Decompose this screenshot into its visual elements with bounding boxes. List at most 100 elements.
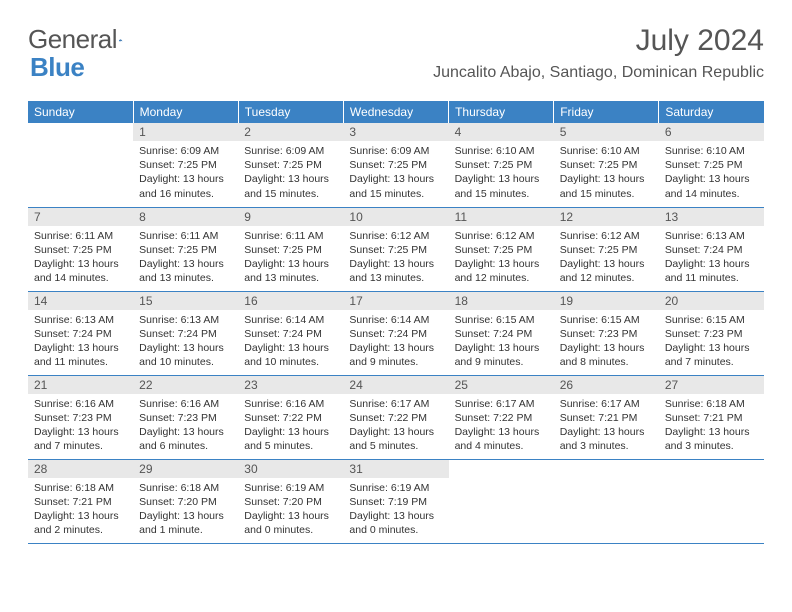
day-content: Sunrise: 6:10 AMSunset: 7:25 PMDaylight:… (554, 141, 659, 205)
calendar-cell: 18Sunrise: 6:15 AMSunset: 7:24 PMDayligh… (449, 291, 554, 375)
day-content: Sunrise: 6:17 AMSunset: 7:21 PMDaylight:… (554, 394, 659, 458)
day-content: Sunrise: 6:10 AMSunset: 7:25 PMDaylight:… (449, 141, 554, 205)
calendar-cell: 29Sunrise: 6:18 AMSunset: 7:20 PMDayligh… (133, 459, 238, 543)
calendar-cell: 24Sunrise: 6:17 AMSunset: 7:22 PMDayligh… (343, 375, 448, 459)
calendar-cell: 31Sunrise: 6:19 AMSunset: 7:19 PMDayligh… (343, 459, 448, 543)
calendar-cell (554, 459, 659, 543)
calendar-cell: 8Sunrise: 6:11 AMSunset: 7:25 PMDaylight… (133, 207, 238, 291)
calendar-cell: 5Sunrise: 6:10 AMSunset: 7:25 PMDaylight… (554, 123, 659, 207)
day-number: 7 (28, 208, 133, 226)
day-content: Sunrise: 6:13 AMSunset: 7:24 PMDaylight:… (659, 226, 764, 290)
day-number: 11 (449, 208, 554, 226)
day-number: 9 (238, 208, 343, 226)
day-number: 31 (343, 460, 448, 478)
day-number: 19 (554, 292, 659, 310)
calendar-cell: 25Sunrise: 6:17 AMSunset: 7:22 PMDayligh… (449, 375, 554, 459)
day-number: 21 (28, 376, 133, 394)
day-number: 13 (659, 208, 764, 226)
calendar-cell (449, 459, 554, 543)
day-content: Sunrise: 6:19 AMSunset: 7:19 PMDaylight:… (343, 478, 448, 542)
day-number: 17 (343, 292, 448, 310)
day-content: Sunrise: 6:16 AMSunset: 7:23 PMDaylight:… (28, 394, 133, 458)
day-content: Sunrise: 6:14 AMSunset: 7:24 PMDaylight:… (343, 310, 448, 374)
day-number: 28 (28, 460, 133, 478)
calendar-cell: 10Sunrise: 6:12 AMSunset: 7:25 PMDayligh… (343, 207, 448, 291)
calendar-cell: 2Sunrise: 6:09 AMSunset: 7:25 PMDaylight… (238, 123, 343, 207)
weekday-header: Monday (133, 101, 238, 123)
day-content: Sunrise: 6:18 AMSunset: 7:21 PMDaylight:… (28, 478, 133, 542)
day-content: Sunrise: 6:15 AMSunset: 7:23 PMDaylight:… (554, 310, 659, 374)
day-number: 4 (449, 123, 554, 141)
day-content: Sunrise: 6:16 AMSunset: 7:23 PMDaylight:… (133, 394, 238, 458)
day-number: 22 (133, 376, 238, 394)
calendar-cell: 19Sunrise: 6:15 AMSunset: 7:23 PMDayligh… (554, 291, 659, 375)
logo-text-1: General (28, 24, 117, 55)
weekday-header: Friday (554, 101, 659, 123)
day-content: Sunrise: 6:18 AMSunset: 7:21 PMDaylight:… (659, 394, 764, 458)
calendar-cell: 12Sunrise: 6:12 AMSunset: 7:25 PMDayligh… (554, 207, 659, 291)
day-number: 23 (238, 376, 343, 394)
calendar-row: 21Sunrise: 6:16 AMSunset: 7:23 PMDayligh… (28, 375, 764, 459)
calendar-body: 1Sunrise: 6:09 AMSunset: 7:25 PMDaylight… (28, 123, 764, 543)
day-content: Sunrise: 6:12 AMSunset: 7:25 PMDaylight:… (449, 226, 554, 290)
title-block: July 2024 Juncalito Abajo, Santiago, Dom… (433, 24, 764, 86)
day-content: Sunrise: 6:17 AMSunset: 7:22 PMDaylight:… (449, 394, 554, 458)
day-content: Sunrise: 6:18 AMSunset: 7:20 PMDaylight:… (133, 478, 238, 542)
day-number: 12 (554, 208, 659, 226)
day-number: 29 (133, 460, 238, 478)
calendar-cell: 26Sunrise: 6:17 AMSunset: 7:21 PMDayligh… (554, 375, 659, 459)
weekday-header: Thursday (449, 101, 554, 123)
calendar-cell: 6Sunrise: 6:10 AMSunset: 7:25 PMDaylight… (659, 123, 764, 207)
day-content: Sunrise: 6:15 AMSunset: 7:24 PMDaylight:… (449, 310, 554, 374)
day-number: 14 (28, 292, 133, 310)
day-number: 26 (554, 376, 659, 394)
calendar-cell: 30Sunrise: 6:19 AMSunset: 7:20 PMDayligh… (238, 459, 343, 543)
calendar-row: 7Sunrise: 6:11 AMSunset: 7:25 PMDaylight… (28, 207, 764, 291)
calendar-cell: 9Sunrise: 6:11 AMSunset: 7:25 PMDaylight… (238, 207, 343, 291)
weekday-header: Tuesday (238, 101, 343, 123)
weekday-header: Sunday (28, 101, 133, 123)
day-content: Sunrise: 6:10 AMSunset: 7:25 PMDaylight:… (659, 141, 764, 205)
location: Juncalito Abajo, Santiago, Dominican Rep… (433, 64, 764, 82)
calendar-row: 28Sunrise: 6:18 AMSunset: 7:21 PMDayligh… (28, 459, 764, 543)
calendar-cell: 16Sunrise: 6:14 AMSunset: 7:24 PMDayligh… (238, 291, 343, 375)
calendar-cell (659, 459, 764, 543)
day-number: 15 (133, 292, 238, 310)
day-number: 16 (238, 292, 343, 310)
logo: General (28, 24, 143, 55)
day-content: Sunrise: 6:12 AMSunset: 7:25 PMDaylight:… (554, 226, 659, 290)
day-content: Sunrise: 6:11 AMSunset: 7:25 PMDaylight:… (28, 226, 133, 290)
calendar-cell: 20Sunrise: 6:15 AMSunset: 7:23 PMDayligh… (659, 291, 764, 375)
day-content: Sunrise: 6:13 AMSunset: 7:24 PMDaylight:… (28, 310, 133, 374)
day-content: Sunrise: 6:13 AMSunset: 7:24 PMDaylight:… (133, 310, 238, 374)
day-number: 8 (133, 208, 238, 226)
calendar-cell: 22Sunrise: 6:16 AMSunset: 7:23 PMDayligh… (133, 375, 238, 459)
day-number: 2 (238, 123, 343, 141)
calendar-cell: 3Sunrise: 6:09 AMSunset: 7:25 PMDaylight… (343, 123, 448, 207)
day-number: 5 (554, 123, 659, 141)
day-content: Sunrise: 6:11 AMSunset: 7:25 PMDaylight:… (238, 226, 343, 290)
calendar-cell: 7Sunrise: 6:11 AMSunset: 7:25 PMDaylight… (28, 207, 133, 291)
calendar-table: SundayMondayTuesdayWednesdayThursdayFrid… (28, 101, 764, 544)
month-title: July 2024 (433, 24, 764, 58)
calendar-cell: 11Sunrise: 6:12 AMSunset: 7:25 PMDayligh… (449, 207, 554, 291)
logo-text-2: Blue (30, 52, 84, 83)
calendar-cell: 13Sunrise: 6:13 AMSunset: 7:24 PMDayligh… (659, 207, 764, 291)
day-content: Sunrise: 6:19 AMSunset: 7:20 PMDaylight:… (238, 478, 343, 542)
day-number: 1 (133, 123, 238, 141)
logo-mark-icon (119, 32, 123, 48)
calendar-cell (28, 123, 133, 207)
day-number: 10 (343, 208, 448, 226)
calendar-cell: 23Sunrise: 6:16 AMSunset: 7:22 PMDayligh… (238, 375, 343, 459)
day-number: 6 (659, 123, 764, 141)
day-content: Sunrise: 6:11 AMSunset: 7:25 PMDaylight:… (133, 226, 238, 290)
day-content: Sunrise: 6:12 AMSunset: 7:25 PMDaylight:… (343, 226, 448, 290)
day-number: 24 (343, 376, 448, 394)
day-number: 20 (659, 292, 764, 310)
calendar-cell: 15Sunrise: 6:13 AMSunset: 7:24 PMDayligh… (133, 291, 238, 375)
calendar-row: 1Sunrise: 6:09 AMSunset: 7:25 PMDaylight… (28, 123, 764, 207)
day-content: Sunrise: 6:16 AMSunset: 7:22 PMDaylight:… (238, 394, 343, 458)
calendar-head: SundayMondayTuesdayWednesdayThursdayFrid… (28, 101, 764, 123)
day-number: 3 (343, 123, 448, 141)
day-content: Sunrise: 6:17 AMSunset: 7:22 PMDaylight:… (343, 394, 448, 458)
